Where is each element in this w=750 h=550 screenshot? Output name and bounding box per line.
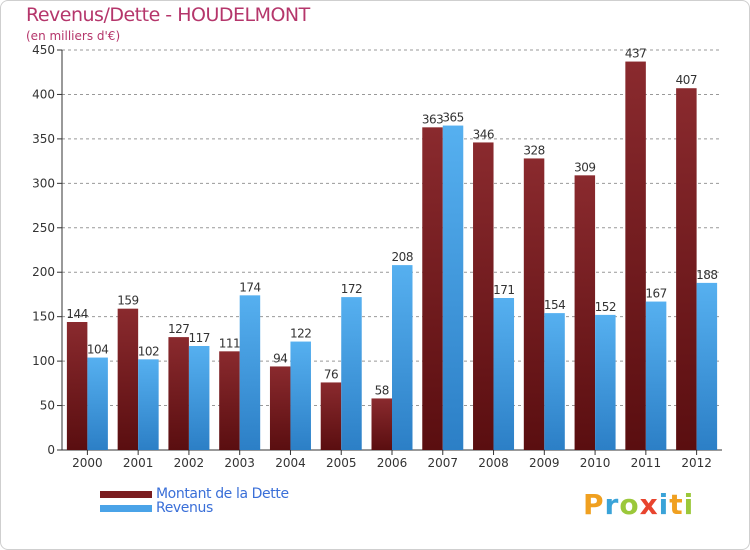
bar-dette bbox=[320, 382, 342, 450]
bar-dette bbox=[168, 337, 189, 450]
bar-dette bbox=[574, 175, 596, 451]
bar-dette bbox=[371, 398, 392, 450]
data-label-revenus: 117 bbox=[188, 331, 209, 345]
data-label-revenus: 154 bbox=[544, 298, 565, 312]
chart-title: Revenus/Dette - HOUDELMONT bbox=[26, 4, 310, 26]
data-label-dette: 144 bbox=[66, 307, 87, 321]
logo-letter: r bbox=[604, 488, 620, 521]
bar-revenus bbox=[138, 359, 159, 450]
data-label-dette: 94 bbox=[273, 351, 287, 365]
data-label-dette: 407 bbox=[676, 73, 697, 87]
y-tick-label: 300 bbox=[32, 176, 55, 190]
y-tick-label: 150 bbox=[32, 310, 55, 324]
data-label-revenus: 172 bbox=[341, 282, 362, 296]
logo-letter: x bbox=[639, 488, 659, 521]
logo-letter: i bbox=[658, 488, 670, 521]
data-label-dette: 159 bbox=[117, 294, 138, 308]
y-tick-label: 50 bbox=[40, 399, 55, 413]
data-label-dette: 111 bbox=[219, 336, 240, 350]
x-tick-label: 2004 bbox=[275, 456, 306, 470]
data-label-revenus: 208 bbox=[392, 250, 413, 264]
bar-dette bbox=[625, 61, 646, 451]
y-tick-label: 400 bbox=[32, 87, 55, 101]
y-tick-label: 100 bbox=[32, 354, 55, 368]
bar-revenus bbox=[696, 282, 718, 450]
x-tick-label: 2010 bbox=[580, 456, 611, 470]
bar-dette bbox=[269, 366, 291, 450]
x-tick-label: 2005 bbox=[326, 456, 357, 470]
x-tick-label: 2007 bbox=[427, 456, 458, 470]
legend-label-revenus: Revenus bbox=[156, 500, 213, 516]
bar-revenus bbox=[341, 297, 362, 450]
data-label-dette: 328 bbox=[523, 143, 544, 157]
data-label-dette: 76 bbox=[324, 367, 338, 381]
chart-subtitle: (en milliers d'€) bbox=[26, 29, 121, 43]
bar-revenus bbox=[645, 301, 667, 450]
y-tick-label: 450 bbox=[32, 43, 55, 57]
x-tick-label: 2011 bbox=[631, 456, 662, 470]
data-label-dette: 437 bbox=[625, 47, 646, 61]
bar-revenus bbox=[544, 313, 565, 450]
bar-dette bbox=[117, 308, 139, 450]
logo-letter: P bbox=[583, 488, 605, 521]
bar-revenus bbox=[239, 295, 261, 450]
data-label-revenus: 102 bbox=[138, 344, 159, 358]
logo-letter: t bbox=[669, 488, 684, 521]
proxiti-logo: Proxiti bbox=[583, 488, 694, 521]
y-tick-label: 250 bbox=[32, 221, 55, 235]
x-tick-label: 2003 bbox=[224, 456, 255, 470]
x-tick-label: 2001 bbox=[123, 456, 154, 470]
data-label-revenus: 152 bbox=[595, 300, 616, 314]
x-tick-label: 2002 bbox=[174, 456, 205, 470]
data-label-revenus: 188 bbox=[696, 268, 717, 282]
bar-revenus bbox=[392, 265, 413, 450]
data-label-dette: 346 bbox=[473, 127, 494, 141]
x-tick-label: 2008 bbox=[478, 456, 509, 470]
x-tick-label: 2009 bbox=[529, 456, 560, 470]
data-label-revenus: 122 bbox=[290, 327, 311, 341]
legend-swatch-revenus bbox=[100, 505, 152, 512]
bar-dette bbox=[676, 88, 697, 450]
logo-letter: i bbox=[683, 488, 695, 521]
data-label-revenus: 171 bbox=[493, 283, 514, 297]
bar-dette bbox=[422, 127, 443, 450]
bar-revenus bbox=[595, 314, 616, 450]
bar-revenus bbox=[87, 357, 108, 450]
bar-revenus bbox=[290, 341, 311, 450]
y-tick-label: 350 bbox=[32, 132, 55, 146]
x-tick-label: 2006 bbox=[377, 456, 408, 470]
data-label-revenus: 365 bbox=[442, 111, 463, 125]
data-label-revenus: 104 bbox=[87, 343, 108, 357]
legend-label-dette: Montant de la Dette bbox=[156, 486, 289, 502]
data-label-revenus: 167 bbox=[645, 287, 666, 301]
data-label-revenus: 174 bbox=[239, 280, 260, 294]
bar-dette bbox=[523, 158, 545, 450]
y-tick-label: 0 bbox=[47, 443, 55, 457]
bar-revenus bbox=[442, 125, 464, 451]
bar-revenus bbox=[188, 346, 210, 450]
bar-revenus bbox=[493, 298, 515, 450]
x-tick-label: 2012 bbox=[681, 456, 712, 470]
bar-dette bbox=[219, 351, 240, 450]
data-label-dette: 363 bbox=[422, 112, 443, 126]
logo-letter: o bbox=[619, 488, 640, 521]
data-label-dette: 309 bbox=[574, 160, 595, 174]
data-label-dette: 127 bbox=[168, 322, 189, 336]
data-label-dette: 58 bbox=[375, 383, 389, 397]
y-tick-label: 200 bbox=[32, 265, 55, 279]
x-tick-label: 2000 bbox=[72, 456, 103, 470]
legend-swatch-dette bbox=[100, 491, 152, 498]
bar-dette bbox=[473, 142, 494, 450]
bar-dette bbox=[66, 322, 88, 450]
